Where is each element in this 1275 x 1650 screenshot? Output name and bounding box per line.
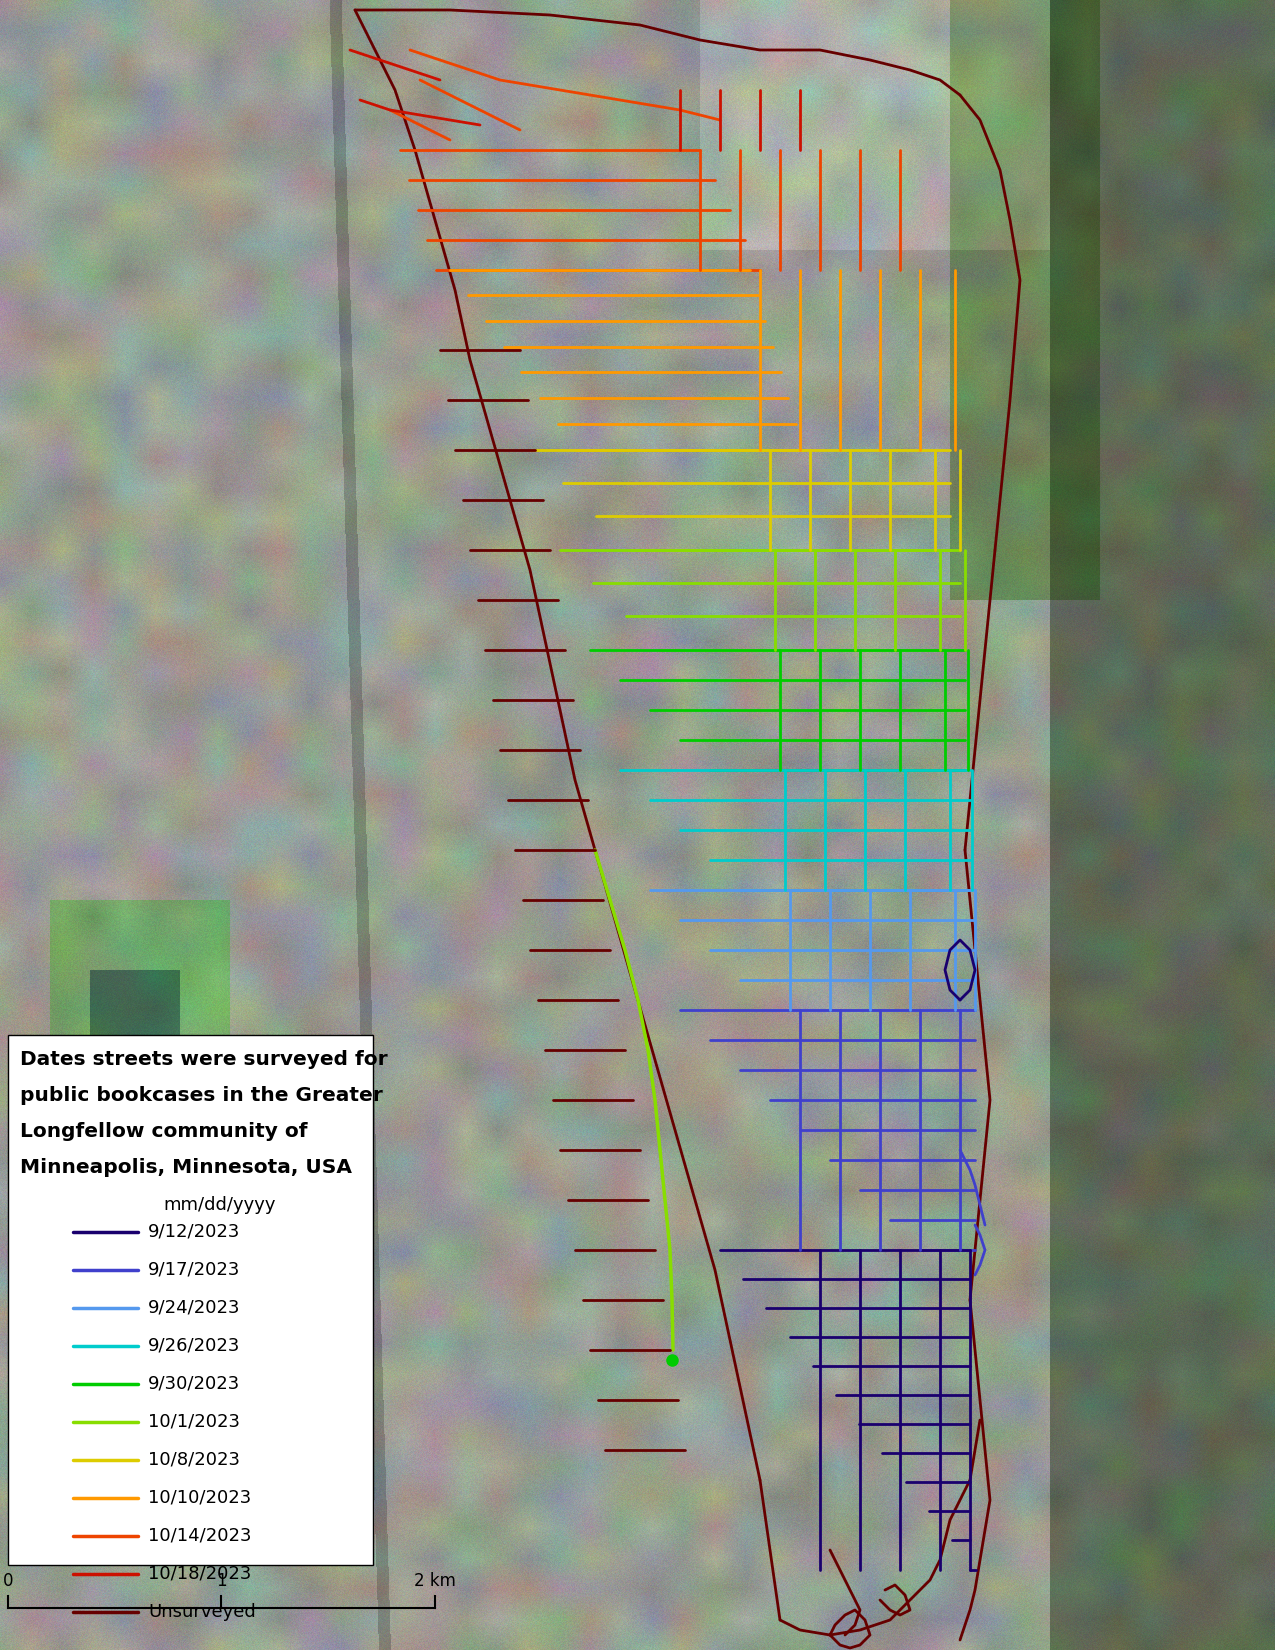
Text: Dates streets were surveyed for: Dates streets were surveyed for — [20, 1049, 388, 1069]
Text: 10/8/2023: 10/8/2023 — [148, 1450, 240, 1468]
Text: 9/12/2023: 9/12/2023 — [148, 1223, 241, 1241]
Text: 9/26/2023: 9/26/2023 — [148, 1336, 241, 1355]
Bar — [8, 1035, 374, 1564]
Text: mm/dd/yyyy: mm/dd/yyyy — [163, 1196, 275, 1214]
Text: 10/14/2023: 10/14/2023 — [148, 1526, 251, 1544]
Text: 1: 1 — [215, 1572, 227, 1591]
Text: 10/10/2023: 10/10/2023 — [148, 1488, 251, 1506]
Text: 0: 0 — [3, 1572, 13, 1591]
Text: 9/24/2023: 9/24/2023 — [148, 1299, 241, 1317]
Text: 10/1/2023: 10/1/2023 — [148, 1412, 240, 1431]
Text: public bookcases in the Greater: public bookcases in the Greater — [20, 1086, 382, 1106]
Text: Longfellow community of: Longfellow community of — [20, 1122, 307, 1142]
Text: 2 km: 2 km — [414, 1572, 456, 1591]
Text: 9/30/2023: 9/30/2023 — [148, 1374, 240, 1393]
Text: 10/18/2023: 10/18/2023 — [148, 1564, 251, 1582]
Text: Unsurveyed: Unsurveyed — [148, 1604, 256, 1620]
Text: 9/17/2023: 9/17/2023 — [148, 1261, 241, 1279]
Text: Minneapolis, Minnesota, USA: Minneapolis, Minnesota, USA — [20, 1158, 352, 1176]
